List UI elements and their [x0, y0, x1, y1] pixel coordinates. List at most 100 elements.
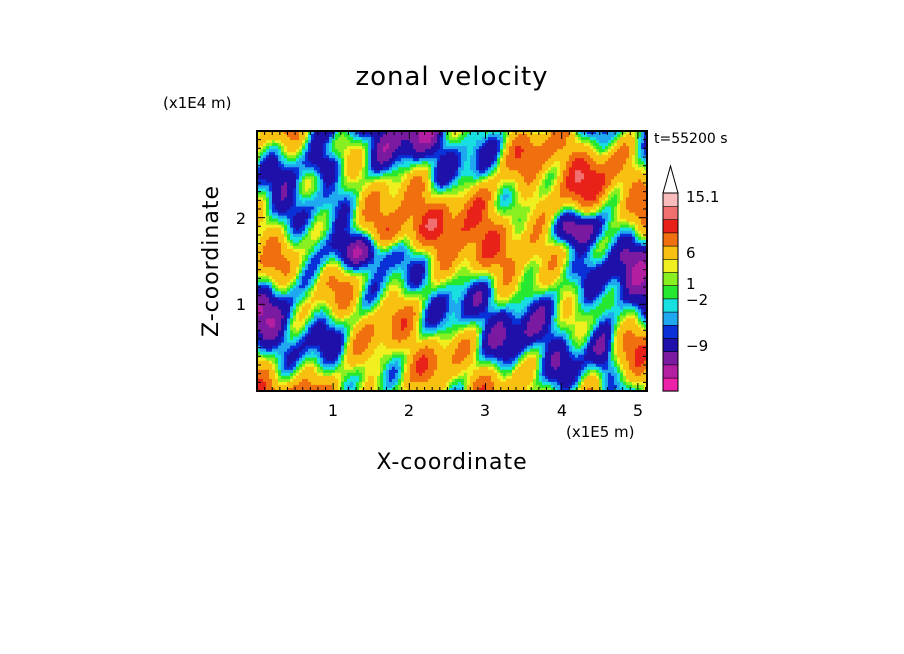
- heatmap-cell: [422, 170, 426, 174]
- heatmap-cell: [317, 152, 321, 156]
- heatmap-cell: [587, 146, 591, 150]
- heatmap-cell: [536, 143, 540, 147]
- heatmap-cell: [407, 173, 411, 177]
- heatmap-cell: [350, 146, 354, 150]
- heatmap-cell: [449, 164, 453, 168]
- heatmap-cell: [446, 140, 450, 144]
- heatmap-cell: [275, 146, 279, 150]
- heatmap-cell: [545, 146, 549, 150]
- heatmap-cell: [257, 170, 261, 174]
- heatmap-cell: [596, 137, 600, 141]
- heatmap-cell: [476, 167, 480, 171]
- heatmap-cell: [341, 152, 345, 156]
- heatmap-cell: [599, 158, 603, 162]
- heatmap-cell: [293, 146, 297, 150]
- heatmap-cell: [530, 143, 534, 147]
- heatmap-cell: [626, 137, 630, 141]
- heatmap-cell: [305, 137, 309, 141]
- heatmap-cell: [365, 146, 369, 150]
- heatmap-cell: [452, 170, 456, 174]
- heatmap-cell: [371, 173, 375, 177]
- heatmap-cell: [605, 152, 609, 156]
- heatmap-cell: [485, 170, 489, 174]
- heatmap-cell: [389, 140, 393, 144]
- heatmap-cell: [584, 140, 588, 144]
- heatmap-cell: [374, 161, 378, 165]
- heatmap-cell: [644, 167, 647, 171]
- heatmap-cell: [512, 137, 516, 141]
- heatmap-cell: [356, 146, 360, 150]
- heatmap-cell: [380, 134, 384, 138]
- heatmap-cell: [620, 173, 624, 177]
- heatmap-cell: [590, 161, 594, 165]
- heatmap-cell: [548, 152, 552, 156]
- heatmap-cell: [590, 149, 594, 153]
- heatmap-cell: [311, 137, 315, 141]
- heatmap-cell: [569, 155, 573, 159]
- heatmap-cell: [575, 167, 579, 171]
- heatmap-cell: [620, 134, 624, 138]
- heatmap-cell: [308, 167, 312, 171]
- heatmap-cell: [509, 170, 513, 174]
- heatmap-cell: [353, 170, 357, 174]
- heatmap-cell: [587, 161, 591, 165]
- heatmap-cell: [392, 176, 396, 180]
- heatmap-cell: [590, 134, 594, 138]
- heatmap-cell: [530, 137, 534, 141]
- heatmap-cell: [611, 164, 615, 168]
- heatmap-cell: [419, 170, 423, 174]
- heatmap-cell: [452, 173, 456, 177]
- heatmap-cell: [515, 152, 519, 156]
- heatmap-cell: [383, 167, 387, 171]
- heatmap-cell: [413, 164, 417, 168]
- heatmap-cell: [491, 134, 495, 138]
- heatmap-cell: [524, 149, 528, 153]
- heatmap-cell: [278, 155, 282, 159]
- heatmap-cell: [329, 155, 333, 159]
- heatmap-cell: [632, 140, 636, 144]
- heatmap-cell: [476, 137, 480, 141]
- heatmap-cell: [506, 143, 510, 147]
- heatmap-cell: [332, 176, 336, 180]
- heatmap-cell: [365, 161, 369, 165]
- heatmap-cell: [266, 173, 270, 177]
- heatmap-cell: [596, 146, 600, 150]
- heatmap-cell: [431, 161, 435, 165]
- heatmap-cell: [539, 173, 543, 177]
- heatmap-cell: [461, 149, 465, 153]
- heatmap-cell: [467, 167, 471, 171]
- heatmap-cell: [455, 164, 459, 168]
- heatmap-cell: [449, 167, 453, 171]
- heatmap-cell: [389, 176, 393, 180]
- heatmap-cell: [296, 152, 300, 156]
- heatmap-cell: [605, 173, 609, 177]
- heatmap-cell: [407, 131, 411, 135]
- heatmap-cell: [452, 158, 456, 162]
- heatmap-cell: [455, 140, 459, 144]
- heatmap-cell: [332, 149, 336, 153]
- heatmap-cell: [299, 155, 303, 159]
- heatmap-cell: [572, 158, 576, 162]
- heatmap-cell: [617, 167, 621, 171]
- heatmap-cell: [380, 164, 384, 168]
- heatmap-cell: [350, 173, 354, 177]
- heatmap-cell: [557, 161, 561, 165]
- heatmap-cell: [434, 137, 438, 141]
- heatmap-cell: [437, 143, 441, 147]
- heatmap-cell: [584, 143, 588, 147]
- heatmap-cell: [632, 167, 636, 171]
- heatmap-cell: [593, 167, 597, 171]
- heatmap-cell: [299, 170, 303, 174]
- heatmap-cell: [317, 131, 321, 135]
- heatmap-cell: [458, 131, 462, 135]
- heatmap-cell: [407, 140, 411, 144]
- heatmap-cell: [446, 143, 450, 147]
- heatmap-cell: [524, 137, 528, 141]
- heatmap-cell: [395, 176, 399, 180]
- heatmap-cell: [572, 146, 576, 150]
- heatmap-cell: [503, 170, 507, 174]
- heatmap-cell: [458, 140, 462, 144]
- heatmap-cell: [632, 164, 636, 168]
- heatmap-cell: [551, 164, 555, 168]
- heatmap-cell: [461, 164, 465, 168]
